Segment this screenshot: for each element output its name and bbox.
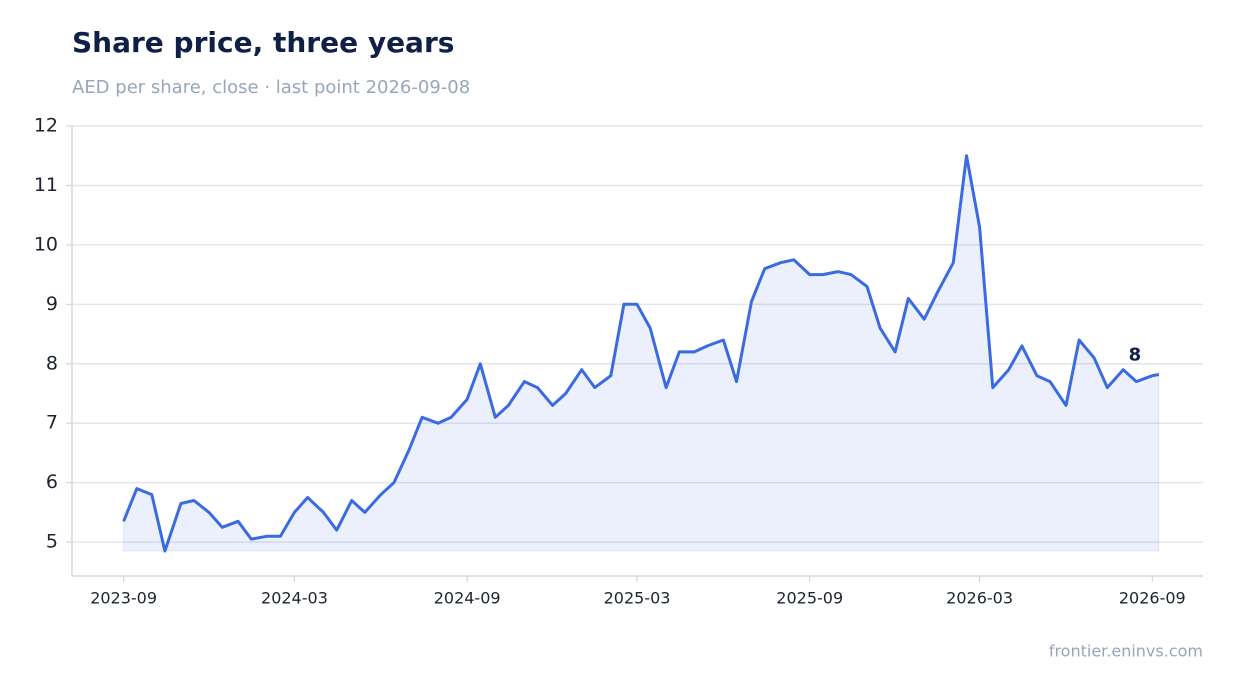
y-tick-label: 6 <box>46 471 58 493</box>
y-tick-label: 5 <box>46 531 58 553</box>
y-tick-label: 11 <box>34 174 58 196</box>
source: frontier.eninvs.com <box>1049 642 1203 661</box>
area <box>123 155 1160 553</box>
x-tick-label: 2024-09 <box>434 589 501 608</box>
chart-subtitle: AED per share, close · last point 2026-0… <box>72 77 470 98</box>
x-tick-label: 2026-09 <box>1119 589 1186 608</box>
x-tick-label: 2024-03 <box>261 589 328 608</box>
annotation: 8 <box>1129 344 1142 365</box>
y-tick-label: 12 <box>34 115 58 137</box>
x-tick-label: 2025-09 <box>776 589 843 608</box>
x-tick-label: 2025-03 <box>604 589 671 608</box>
y-tick-label: 10 <box>34 233 58 255</box>
y-tick-label: 7 <box>46 412 58 434</box>
x-tick-label: 2023-09 <box>90 589 157 608</box>
line <box>122 154 1160 553</box>
chart-title: Share price, three years <box>72 26 454 59</box>
y-tick-label: 9 <box>46 293 58 315</box>
y-tick-label: 8 <box>46 352 58 374</box>
x-tick-label: 2026-03 <box>946 589 1013 608</box>
